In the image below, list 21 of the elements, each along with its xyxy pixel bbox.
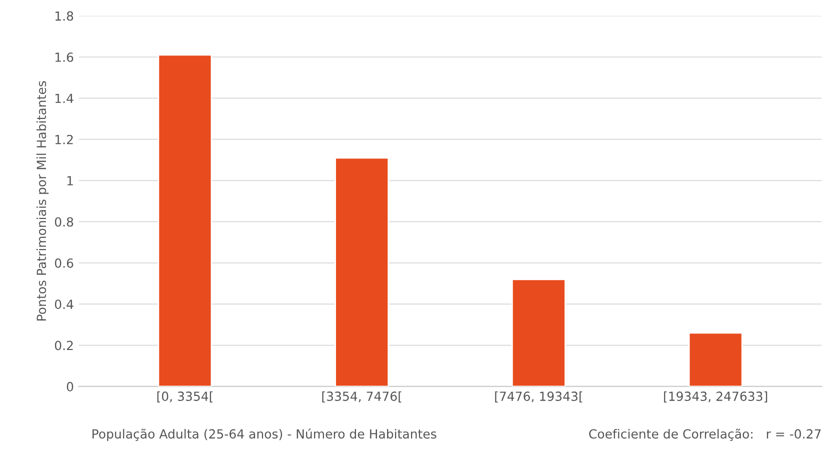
y-tick-label: 0.6 [54,258,74,268]
bar [158,54,212,386]
bar [334,157,390,386]
x-tick-label: [7476, 19343[ [495,391,582,402]
x-tick-label: [0, 3354[ [157,391,212,402]
y-tick-label: 1.4 [55,94,74,103]
text: Coeficiente de Correlação: r = -0.27 [589,428,821,441]
y-tick-label: 1.6 [55,52,74,62]
y-tick-label: 0.4 [54,300,74,310]
y-tick-label: 0.2 [54,340,73,350]
x-tick-label: [3354, 7476[ [322,391,402,402]
y-tick-label: 1 [67,176,73,186]
y-tick-label: 0 [66,382,74,392]
x-tick-label: [19343, 247633] [664,391,768,402]
y-tick-label: 1.8 [55,11,74,21]
y-axis-title: Pontos Patrimoniais por Mil Habitantes [36,81,49,320]
y-tick-label: 0.8 [54,217,74,227]
x-axis-title: População Adulta (25-64 anos) - Número de Habitantes [92,428,436,442]
bar [511,278,566,386]
bar [688,332,743,386]
y-tick-label: 1.2 [55,134,73,144]
